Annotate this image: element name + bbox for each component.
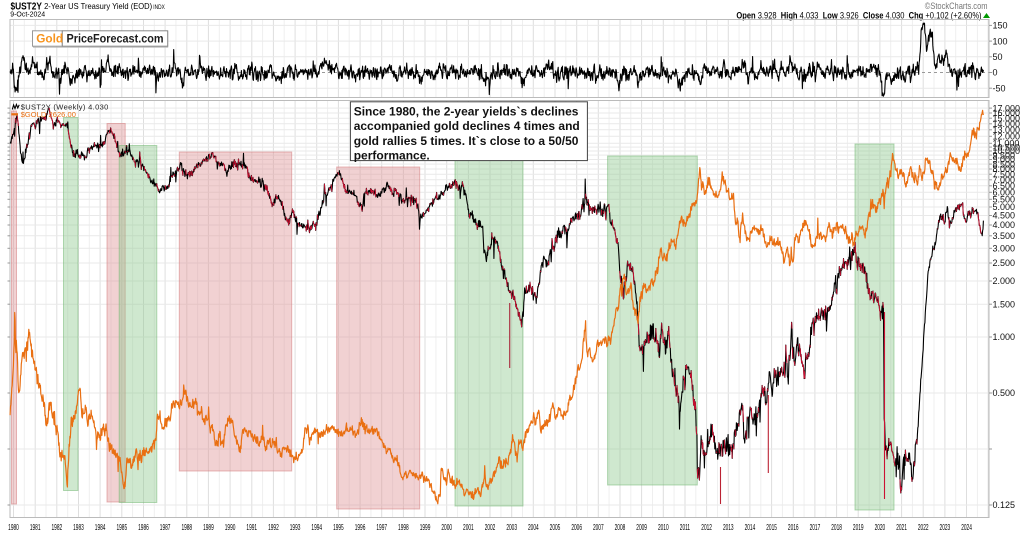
svg-text:2009: 2009 bbox=[636, 524, 647, 532]
svg-text:7.500: 7.500 bbox=[993, 169, 1016, 179]
svg-text:1.500: 1.500 bbox=[993, 299, 1016, 309]
svg-text:2013: 2013 bbox=[723, 524, 734, 532]
svg-text:100: 100 bbox=[993, 36, 1008, 46]
svg-text:14.000: 14.000 bbox=[993, 119, 1021, 129]
svg-text:6.000: 6.000 bbox=[993, 188, 1016, 198]
svg-text:10.500: 10.500 bbox=[993, 142, 1021, 152]
svg-text:4.000: 4.000 bbox=[993, 220, 1016, 230]
svg-text:Gold: Gold bbox=[36, 32, 63, 46]
svg-text:2022: 2022 bbox=[918, 524, 929, 532]
svg-text:2006: 2006 bbox=[571, 524, 582, 532]
svg-text:50: 50 bbox=[993, 52, 1003, 62]
svg-text:2.500: 2.500 bbox=[993, 258, 1016, 268]
svg-text:1983: 1983 bbox=[73, 524, 84, 532]
svg-text:-50: -50 bbox=[993, 83, 1006, 93]
svg-text:1997: 1997 bbox=[376, 524, 387, 532]
svg-text:1984: 1984 bbox=[95, 524, 106, 532]
svg-text:4.500: 4.500 bbox=[993, 211, 1016, 221]
svg-text:7.000: 7.000 bbox=[993, 175, 1016, 185]
svg-text:8.500: 8.500 bbox=[993, 159, 1016, 169]
svg-text:2016: 2016 bbox=[788, 524, 799, 532]
svg-text:Open 3.928 High 4.033 Low 3.: Open 3.928 High 4.033 Low 3.926 Close 4.… bbox=[736, 10, 981, 21]
svg-text:1996: 1996 bbox=[355, 524, 366, 532]
svg-text:1985: 1985 bbox=[116, 524, 127, 532]
svg-text:$UST2Y: $UST2Y bbox=[10, 1, 41, 12]
svg-text:16.000: 16.000 bbox=[993, 108, 1021, 118]
svg-text:9.000: 9.000 bbox=[993, 155, 1016, 165]
svg-text:1998: 1998 bbox=[398, 524, 409, 532]
svg-text:2024: 2024 bbox=[961, 524, 972, 532]
svg-text:1995: 1995 bbox=[333, 524, 344, 532]
svg-text:2-Year US Treasury Yield (EOD): 2-Year US Treasury Yield (EOD) bbox=[44, 2, 152, 11]
svg-text:8.000: 8.000 bbox=[993, 164, 1016, 174]
svg-text:13.000: 13.000 bbox=[993, 125, 1021, 135]
svg-text:2004: 2004 bbox=[528, 524, 539, 532]
svg-text:1991: 1991 bbox=[246, 524, 257, 532]
svg-text:accompanied gold declines 4 ti: accompanied gold declines 4 times and bbox=[354, 119, 580, 133]
svg-text:6.500: 6.500 bbox=[993, 181, 1016, 191]
svg-text:2015: 2015 bbox=[766, 524, 777, 532]
svg-text:150: 150 bbox=[993, 21, 1008, 31]
svg-text:2018: 2018 bbox=[831, 524, 842, 532]
svg-text:3.500: 3.500 bbox=[993, 231, 1016, 241]
svg-text:INDX: INDX bbox=[153, 5, 165, 12]
svg-text:1988: 1988 bbox=[181, 524, 192, 532]
svg-text:2017: 2017 bbox=[810, 524, 821, 532]
svg-text:2011: 2011 bbox=[680, 524, 691, 532]
svg-text:1987: 1987 bbox=[160, 524, 171, 532]
svg-text:5.500: 5.500 bbox=[993, 195, 1016, 205]
svg-text:5.000: 5.000 bbox=[993, 202, 1016, 212]
svg-text:2001: 2001 bbox=[463, 524, 474, 532]
svg-text:2010: 2010 bbox=[658, 524, 669, 532]
svg-text:17.000: 17.000 bbox=[993, 103, 1021, 113]
svg-text:2014: 2014 bbox=[745, 524, 756, 532]
svg-text:gold rallies 5 times. It`s clo: gold rallies 5 times. It`s close to a 50… bbox=[354, 134, 579, 148]
svg-text:2005: 2005 bbox=[550, 524, 561, 532]
svg-text:11.000: 11.000 bbox=[993, 139, 1020, 149]
svg-text:3.000: 3.000 bbox=[993, 244, 1016, 254]
svg-text:1986: 1986 bbox=[138, 524, 149, 532]
svg-text:2021: 2021 bbox=[896, 524, 907, 532]
svg-text:©StockCharts.com: ©StockCharts.com bbox=[925, 0, 988, 11]
svg-text:1993: 1993 bbox=[290, 524, 301, 532]
svg-text:1990: 1990 bbox=[225, 524, 236, 532]
svg-text:2.000: 2.000 bbox=[993, 276, 1016, 286]
svg-text:2008: 2008 bbox=[615, 524, 626, 532]
svg-text:0: 0 bbox=[993, 68, 998, 78]
svg-text:2002: 2002 bbox=[485, 524, 496, 532]
svg-text:1981: 1981 bbox=[30, 524, 41, 532]
svg-text:performance.: performance. bbox=[354, 149, 430, 163]
svg-text:1.000: 1.000 bbox=[993, 332, 1016, 342]
svg-text:2012: 2012 bbox=[701, 524, 712, 532]
svg-text:15.000: 15.000 bbox=[993, 113, 1021, 123]
svg-text:1980: 1980 bbox=[8, 524, 19, 532]
svg-text:9-Oct-2024: 9-Oct-2024 bbox=[10, 12, 45, 19]
svg-text:0.500: 0.500 bbox=[993, 388, 1016, 398]
svg-text:1992: 1992 bbox=[268, 524, 279, 532]
svg-text:2020: 2020 bbox=[875, 524, 886, 532]
svg-text:2000: 2000 bbox=[441, 524, 452, 532]
svg-text:1982: 1982 bbox=[51, 524, 62, 532]
svg-text:2007: 2007 bbox=[593, 524, 604, 532]
svg-text:Since 1980, the 2-year yields`: Since 1980, the 2-year yields`s declines bbox=[354, 104, 579, 118]
svg-text:$GOLD 2626.00: $GOLD 2626.00 bbox=[21, 110, 76, 119]
svg-text:1994: 1994 bbox=[311, 524, 322, 532]
svg-text:2003: 2003 bbox=[506, 524, 517, 532]
svg-text:1999: 1999 bbox=[420, 524, 431, 532]
svg-text:9.500: 9.500 bbox=[993, 150, 1016, 160]
svg-text:10.000: 10.000 bbox=[993, 146, 1021, 156]
svg-text:$UST2Y (Weekly) 4.030: $UST2Y (Weekly) 4.030 bbox=[21, 103, 109, 112]
svg-text:2019: 2019 bbox=[853, 524, 864, 532]
svg-text:2023: 2023 bbox=[940, 524, 951, 532]
svg-text:1989: 1989 bbox=[203, 524, 214, 532]
svg-text:0.125: 0.125 bbox=[993, 500, 1016, 510]
svg-text:12.000: 12.000 bbox=[993, 132, 1021, 142]
svg-text:PriceForecast.com: PriceForecast.com bbox=[67, 32, 164, 46]
